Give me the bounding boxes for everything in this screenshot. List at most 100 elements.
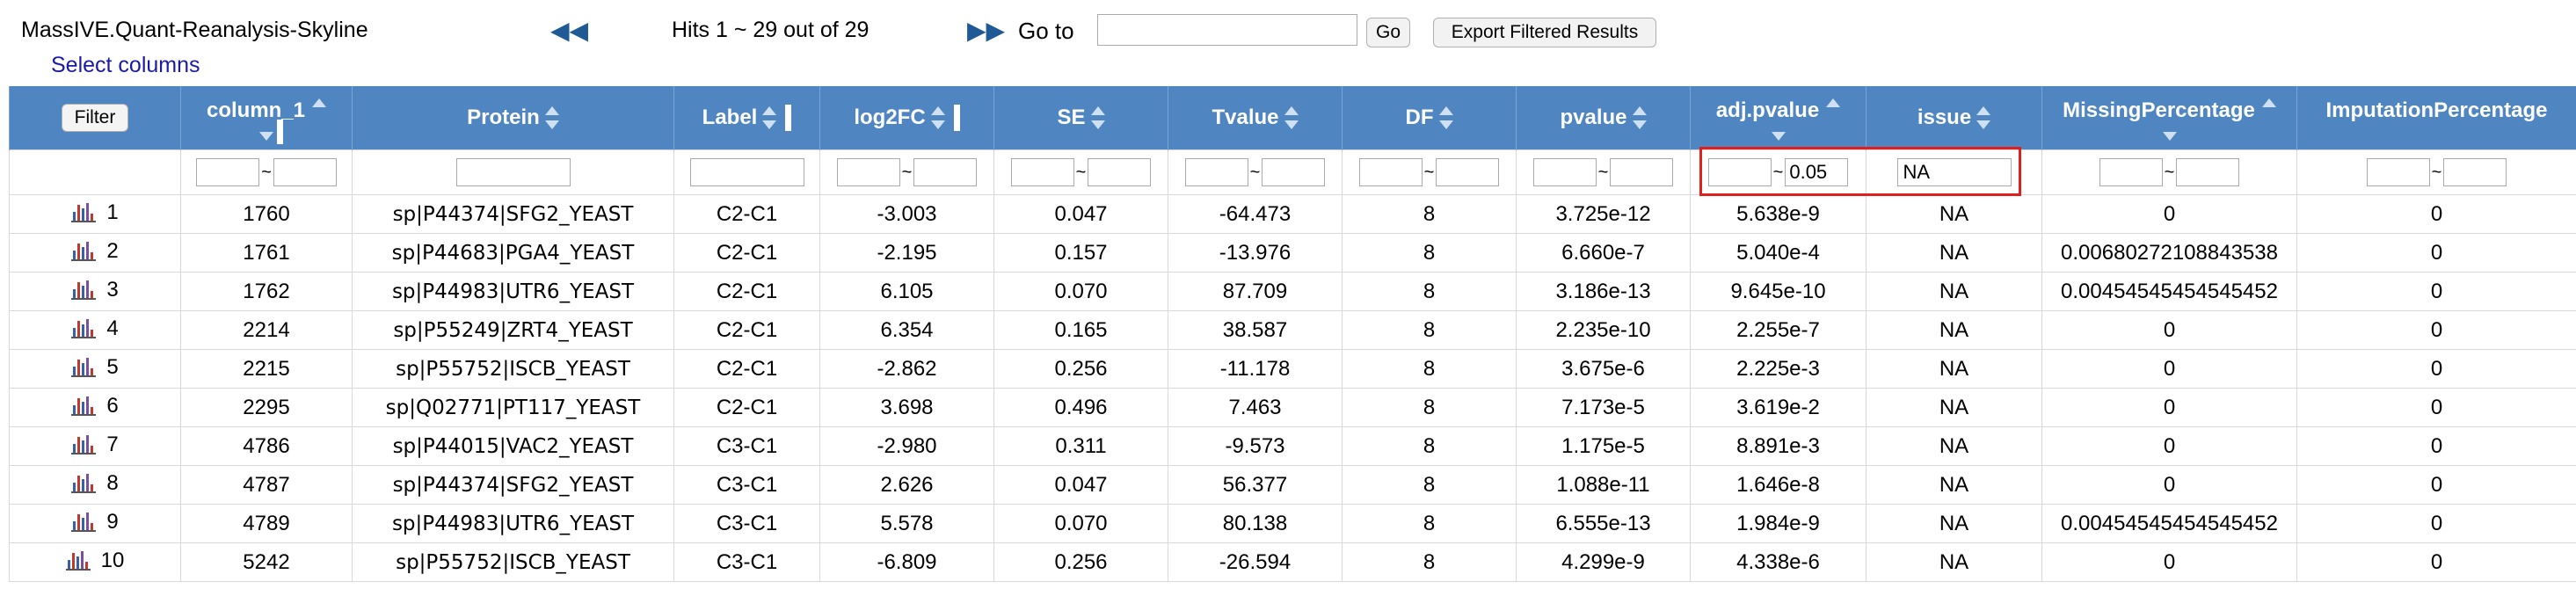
filter-max-input[interactable] bbox=[1436, 158, 1500, 186]
filter-min-input[interactable] bbox=[1707, 158, 1772, 186]
filter-max-input[interactable] bbox=[1785, 158, 1849, 186]
column-header-log2fc[interactable]: log2FC bbox=[819, 86, 994, 150]
filter-max-input[interactable] bbox=[913, 158, 978, 186]
cell-c1: 4787 bbox=[180, 465, 353, 505]
sort-asc-icon[interactable] bbox=[1826, 98, 1841, 107]
bar-chart-icon[interactable] bbox=[71, 473, 98, 493]
filter-min-input[interactable] bbox=[1184, 158, 1248, 186]
cell-issue: NA bbox=[1866, 388, 2042, 427]
filter-min-input[interactable] bbox=[2099, 158, 2163, 186]
column-header-adj-pvalue[interactable]: adj.pvalue bbox=[1690, 86, 1867, 150]
goto-input[interactable] bbox=[1097, 14, 1357, 46]
cell-protein: sp|P44683|PGA4_YEAST bbox=[352, 233, 674, 273]
filter-min-input[interactable] bbox=[836, 158, 900, 186]
filter-max-input[interactable] bbox=[1088, 158, 1152, 186]
column-resize-handle[interactable] bbox=[277, 120, 283, 144]
filter-text-input[interactable] bbox=[1896, 158, 2012, 186]
filter-cell-label bbox=[673, 149, 820, 195]
column-header-label-col[interactable]: Label bbox=[673, 86, 820, 150]
cell-log2fc: 3.698 bbox=[819, 388, 994, 427]
bar-chart-icon[interactable] bbox=[71, 202, 98, 222]
filter-min-input[interactable] bbox=[1358, 158, 1423, 186]
cell-issue: NA bbox=[1866, 349, 2042, 389]
export-filtered-results-button[interactable]: Export Filtered Results bbox=[1433, 18, 1656, 47]
row-number: 2 bbox=[106, 238, 119, 263]
cell-se: 0.256 bbox=[993, 542, 1168, 582]
bar-chart-icon[interactable] bbox=[71, 434, 98, 454]
sort-icon[interactable] bbox=[1090, 105, 1105, 131]
cell-label: C2-C1 bbox=[673, 233, 820, 273]
column-header-se[interactable]: SE bbox=[993, 86, 1168, 150]
column-header-df[interactable]: DF bbox=[1342, 86, 1517, 150]
last-page-icon[interactable]: ▶▶ bbox=[967, 17, 1006, 44]
filter-min-input[interactable] bbox=[1010, 158, 1074, 186]
cell-protein: sp|P44983|UTR6_YEAST bbox=[352, 504, 674, 543]
sort-desc-icon[interactable] bbox=[2162, 132, 2177, 141]
range-separator: ~ bbox=[1249, 162, 1261, 182]
filter-button[interactable]: Filter bbox=[62, 104, 128, 132]
row-number: 5 bbox=[106, 354, 119, 379]
filter-min-input[interactable] bbox=[196, 158, 260, 186]
bar-chart-icon[interactable] bbox=[65, 550, 92, 571]
sort-icon[interactable] bbox=[544, 105, 559, 131]
sort-icon[interactable] bbox=[1284, 105, 1299, 131]
cell-se: 0.070 bbox=[993, 272, 1168, 311]
column-header-label: DF bbox=[1405, 105, 1434, 129]
sort-icon[interactable] bbox=[1976, 105, 1991, 131]
column-header-pvalue[interactable]: pvalue bbox=[1516, 86, 1691, 150]
column-header-label: log2FC bbox=[854, 105, 926, 129]
filter-min-input[interactable] bbox=[2366, 158, 2430, 186]
bar-chart-icon[interactable] bbox=[71, 396, 98, 416]
filter-max-input[interactable] bbox=[2443, 158, 2507, 186]
cell-miss: 0.00454545454545452 bbox=[2041, 272, 2297, 311]
sort-icon[interactable] bbox=[762, 105, 777, 131]
cell-se: 0.157 bbox=[993, 233, 1168, 273]
bar-chart-icon[interactable] bbox=[71, 357, 98, 377]
cell-c1: 4789 bbox=[180, 504, 353, 543]
filter-text-input[interactable] bbox=[689, 158, 804, 186]
cell-miss: 0 bbox=[2041, 349, 2297, 389]
select-columns-link[interactable]: Select columns bbox=[51, 53, 200, 77]
filter-cell-adj-pvalue: ~ bbox=[1690, 149, 1867, 195]
filter-min-input[interactable] bbox=[1532, 158, 1597, 186]
cell-p: 4.299e-9 bbox=[1516, 542, 1691, 582]
bar-chart-icon[interactable] bbox=[71, 318, 98, 338]
column-header-column_1[interactable]: column_1 bbox=[180, 86, 353, 150]
filter-max-input[interactable] bbox=[2176, 158, 2240, 186]
bar-chart-icon[interactable] bbox=[71, 241, 98, 261]
column-resize-handle[interactable] bbox=[953, 105, 960, 131]
bar-chart-icon[interactable] bbox=[71, 280, 98, 300]
sort-asc-icon[interactable] bbox=[2261, 98, 2276, 107]
row-number: 10 bbox=[100, 548, 125, 572]
column-header-label: issue bbox=[1917, 105, 1972, 129]
sort-asc-icon[interactable] bbox=[312, 98, 327, 107]
sort-icon[interactable] bbox=[1632, 105, 1647, 131]
cell-miss: 0.00454545454545452 bbox=[2041, 504, 2297, 543]
filter-max-input[interactable] bbox=[1610, 158, 1674, 186]
filter-max-input[interactable] bbox=[1262, 158, 1326, 186]
filter-max-input[interactable] bbox=[273, 158, 337, 186]
column-header-tvalue[interactable]: Tvalue bbox=[1168, 86, 1343, 150]
column-header-protein[interactable]: Protein bbox=[352, 86, 674, 150]
cell-label: C2-C1 bbox=[673, 194, 820, 234]
sort-icon[interactable] bbox=[1438, 105, 1453, 131]
go-button[interactable]: Go bbox=[1366, 18, 1410, 47]
row-number-cell: 6 bbox=[9, 388, 181, 427]
range-separator: ~ bbox=[1423, 162, 1435, 182]
cell-df: 8 bbox=[1342, 310, 1517, 350]
column-resize-handle[interactable] bbox=[785, 105, 792, 131]
sort-desc-icon[interactable] bbox=[1771, 132, 1786, 141]
column-header-missing-percentage[interactable]: MissingPercentage bbox=[2041, 86, 2297, 150]
column-header-imputation-percentage[interactable]: ImputationPercentage bbox=[2296, 86, 2576, 150]
sort-icon[interactable] bbox=[930, 105, 945, 131]
first-page-icon[interactable]: ◀◀ bbox=[550, 17, 589, 44]
cell-log2fc: -2.980 bbox=[819, 426, 994, 466]
top-bar: MassIVE.Quant-Reanalysis-Skyline Select … bbox=[0, 0, 2576, 97]
data-rows: 1 1760 sp|P44374|SFG2_YEAST C2-C1 -3.003 0.04… bbox=[9, 194, 2576, 582]
cell-adjp: 3.619e-2 bbox=[1690, 388, 1867, 427]
filter-text-input[interactable] bbox=[455, 158, 571, 186]
cell-log2fc: -6.809 bbox=[819, 542, 994, 582]
column-header-issue[interactable]: issue bbox=[1866, 86, 2042, 150]
bar-chart-icon[interactable] bbox=[71, 512, 98, 532]
sort-desc-icon[interactable] bbox=[259, 132, 273, 141]
